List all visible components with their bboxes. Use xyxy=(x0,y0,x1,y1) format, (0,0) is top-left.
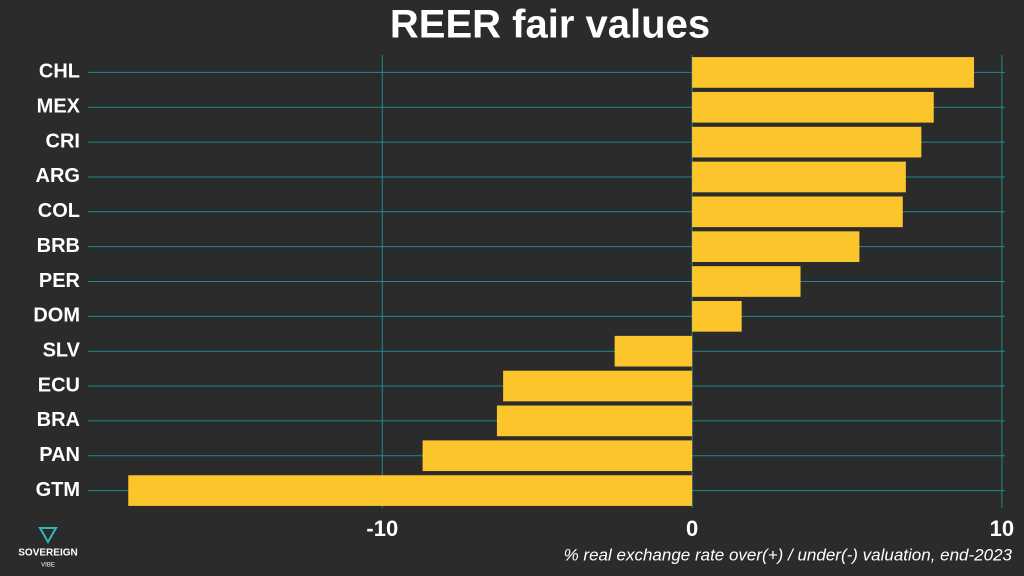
bar xyxy=(422,440,693,472)
y-tick-label: COL xyxy=(38,200,80,222)
chart-title: REER fair values xyxy=(390,3,710,47)
y-tick-label: GTM xyxy=(36,479,80,501)
y-tick-label: CRI xyxy=(46,130,80,152)
bar xyxy=(614,335,693,367)
y-tick-label: PER xyxy=(39,270,81,292)
x-tick-label: 10 xyxy=(990,516,1014,541)
y-tick-label: BRB xyxy=(37,235,80,257)
bar xyxy=(128,475,693,506)
logo-name: SOVEREIGN xyxy=(18,548,77,559)
logo-tagline: VIBE xyxy=(41,563,55,569)
bar xyxy=(692,91,934,123)
y-tick-label: DOM xyxy=(33,305,80,327)
y-tick-label: ECU xyxy=(38,374,80,396)
bar xyxy=(692,161,906,193)
logo-icon xyxy=(38,527,58,545)
x-tick-label: -10 xyxy=(366,516,398,541)
bar xyxy=(692,126,922,158)
bar xyxy=(692,196,903,228)
bar xyxy=(692,231,860,262)
bar xyxy=(503,370,693,402)
y-tick-label: CHL xyxy=(39,61,80,83)
bar xyxy=(496,405,693,437)
x-axis-label: % real exchange rate over(+) / under(-) … xyxy=(564,545,1013,564)
y-tick-label: PAN xyxy=(39,444,80,466)
bar xyxy=(692,301,742,332)
y-tick-label: SLV xyxy=(43,339,81,361)
y-tick-label: ARG xyxy=(36,165,80,187)
y-tick-label: BRA xyxy=(37,409,80,431)
logo: SOVEREIGN VIBE xyxy=(18,527,78,569)
y-tick-label: MEX xyxy=(37,96,81,118)
x-tick-label: 0 xyxy=(686,516,698,541)
bar xyxy=(692,57,975,88)
bar xyxy=(692,266,801,297)
